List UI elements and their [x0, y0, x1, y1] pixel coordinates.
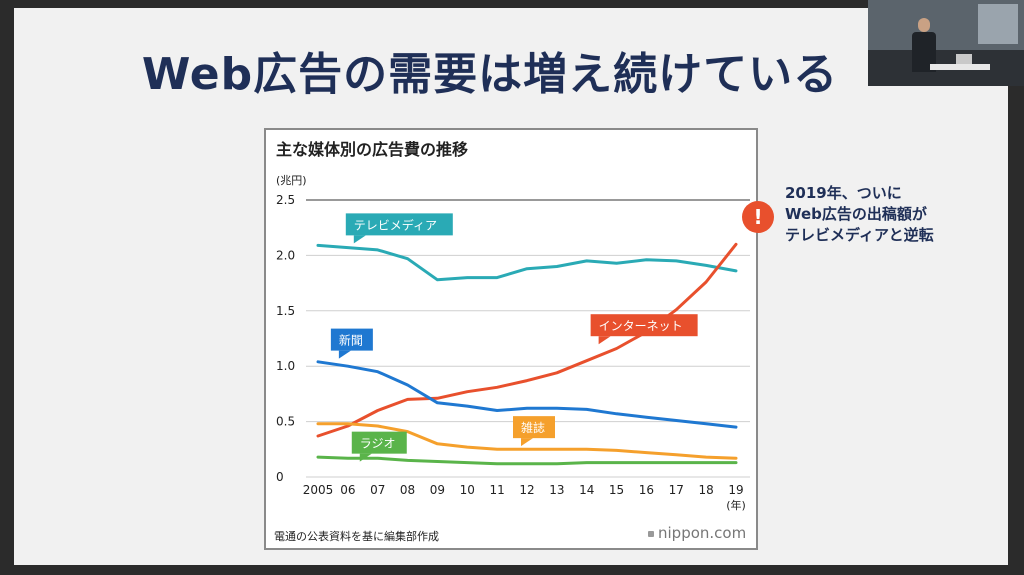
series-label-pointer	[353, 235, 366, 244]
exclamation-icon: !	[742, 201, 774, 233]
series-label: 雑誌	[521, 420, 545, 435]
webcam-desk	[930, 64, 990, 70]
callout-text: 2019年、ついに Web広告の出稿額が テレビメディアと逆転	[785, 183, 934, 246]
series-line	[316, 360, 738, 429]
x-tick-label: 07	[370, 483, 385, 497]
chart-title: 主な媒体別の広告費の推移	[276, 140, 469, 159]
y-tick-label: 2.5	[276, 193, 295, 207]
series-label-tag	[590, 314, 698, 337]
callout-line: Web広告の出稿額が	[785, 205, 927, 223]
series-line	[316, 455, 738, 466]
source-note: 電通の公表資料を基に編集部作成	[274, 530, 439, 543]
x-tick-label: 19	[728, 483, 743, 497]
x-tick-label: 06	[340, 483, 355, 497]
series-label-pointer	[521, 438, 533, 447]
x-tick-label: 09	[430, 483, 445, 497]
series-label-tag	[351, 431, 407, 454]
webcam-window	[978, 4, 1018, 44]
y-tick-label: 1.5	[276, 304, 295, 318]
callout-line: テレビメディアと逆転	[785, 226, 934, 244]
x-axis-unit: (年)	[726, 498, 746, 512]
y-tick-label: 0	[276, 470, 284, 484]
laptop-icon	[956, 54, 972, 64]
series-label: テレビメディア	[354, 217, 437, 232]
series-label: 新聞	[339, 333, 363, 348]
x-tick-label: 15	[609, 483, 624, 497]
brand-logo: nippon.com	[648, 524, 746, 542]
x-tick-label: 08	[400, 483, 415, 497]
series-label-pointer	[359, 453, 372, 462]
series-line	[316, 243, 738, 282]
webcam-overlay	[868, 0, 1024, 86]
brand-dot-icon	[648, 530, 654, 537]
x-tick-label: 11	[490, 483, 505, 497]
x-tick-label: 2005	[303, 483, 334, 497]
x-tick-label: 17	[669, 483, 684, 497]
callout-line: 2019年、ついに	[785, 184, 902, 202]
x-tick-label: 14	[579, 483, 594, 497]
presenter-head	[918, 18, 930, 32]
y-tick-label: 1.0	[276, 359, 295, 373]
y-tick-label: 2.0	[276, 248, 295, 262]
series-label: ラジオ	[360, 437, 396, 451]
slide-title: Web広告の需要は増え続けている	[141, 49, 839, 100]
x-tick-label: 10	[460, 483, 475, 497]
x-tick-label: 12	[519, 483, 534, 497]
series-label-tag	[345, 213, 453, 236]
series-line	[316, 422, 738, 460]
x-tick-label: 18	[699, 483, 714, 497]
x-tick-label: 13	[549, 483, 564, 497]
series-label-pointer	[598, 336, 611, 345]
brand-text: nippon.com	[658, 524, 747, 542]
y-axis-unit: (兆円)	[276, 174, 307, 187]
series-label-tag	[330, 328, 373, 351]
series-label-pointer	[338, 350, 351, 359]
chart-frame: 主な媒体別の広告費の推移 (兆円) 0 0.5 1.0 1.5 2.0 2.5 2005 06…	[264, 128, 758, 550]
series-label-tag	[513, 416, 555, 439]
x-tick-label: 16	[639, 483, 654, 497]
series-label: インターネット	[599, 319, 683, 333]
y-tick-label: 0.5	[276, 415, 295, 429]
line-chart: 0 0.5 1.0 1.5 2.0 2.5 2005 06 07 08 09 10 11 12 13 14 15…	[276, 193, 750, 512]
